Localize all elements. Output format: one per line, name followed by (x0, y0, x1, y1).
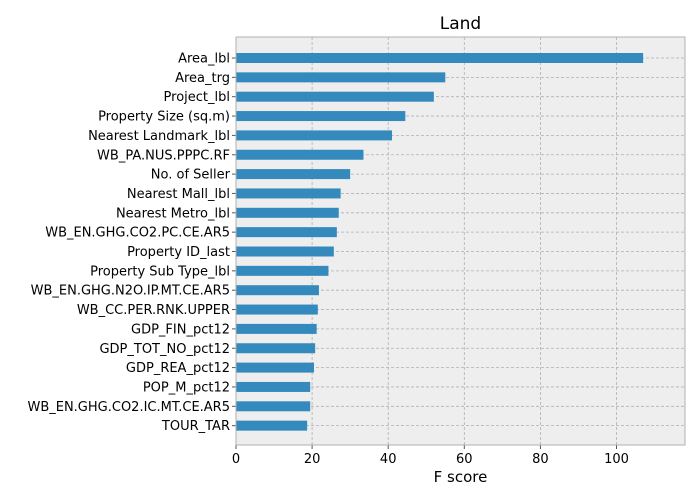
bar (236, 227, 337, 238)
y-tick-label: Nearest Mall_lbl (127, 187, 230, 202)
bar (236, 188, 341, 199)
y-tick-label: GDP_TOT_NO_pct12 (99, 342, 230, 357)
x-axis-title: F score (434, 468, 488, 486)
bar (236, 265, 329, 276)
y-axis-ticks: Area_lbl Area_trg Project_lbl Property Size… (27, 52, 236, 434)
bar (236, 304, 318, 315)
chart-title: Land (440, 14, 481, 34)
y-tick-label: Property Size (sq.m) (98, 110, 230, 125)
y-tick-label: Nearest Metro_lbl (116, 206, 230, 221)
bar (236, 362, 315, 373)
bar (236, 381, 311, 392)
y-tick-label: GDP_REA_pct12 (126, 361, 230, 376)
bar (236, 323, 317, 334)
bar (236, 149, 364, 160)
y-tick-label: Project_lbl (164, 90, 230, 105)
y-tick-label: WB_CC.PER.RNK.UPPER (77, 303, 230, 318)
plot-area (236, 37, 685, 445)
bar (236, 207, 339, 218)
x-tick-label: 40 (380, 452, 397, 467)
bar (236, 169, 351, 180)
bar (236, 420, 308, 431)
bar (236, 401, 311, 412)
y-tick-label: Area_lbl (178, 52, 230, 67)
bar (236, 111, 406, 122)
bars (236, 53, 644, 431)
y-tick-label: WB_EN.GHG.CO2.IC.MT.CE.AR5 (27, 400, 230, 415)
y-tick-label: Nearest Landmark_lbl (88, 129, 230, 144)
bar (236, 91, 434, 102)
x-tick-label: 20 (304, 452, 321, 467)
y-tick-label: Area_trg (175, 71, 230, 86)
plot-frame (235, 36, 686, 446)
bar (236, 130, 393, 141)
x-axis-ticks: 0 20 40 60 80 100 (232, 445, 629, 467)
bar (236, 246, 334, 257)
bar (236, 343, 316, 354)
y-tick-label: Property ID_last (127, 245, 230, 260)
y-tick-label: WB_EN.GHG.CO2.PC.CE.AR5 (45, 226, 230, 241)
y-tick-label: No. of Seller (151, 168, 231, 183)
y-tick-label: POP_M_pct12 (143, 380, 230, 395)
x-tick-label: 0 (232, 452, 240, 467)
x-tick-label: 80 (532, 452, 549, 467)
y-tick-label: WB_EN.GHG.N2O.IP.MT.CE.AR5 (31, 284, 230, 299)
y-tick-label: Property Sub Type_lbl (90, 264, 230, 279)
y-tick-label: GDP_FIN_pct12 (131, 322, 230, 337)
bar (236, 72, 446, 83)
bar (236, 285, 319, 296)
bar (236, 53, 644, 63)
y-tick-label: WB_PA.NUS.PPPC.RF (97, 148, 230, 163)
x-tick-label: 60 (456, 452, 473, 467)
x-tick-label: 100 (604, 452, 629, 467)
y-tick-label: TOUR_TAR (161, 419, 230, 434)
